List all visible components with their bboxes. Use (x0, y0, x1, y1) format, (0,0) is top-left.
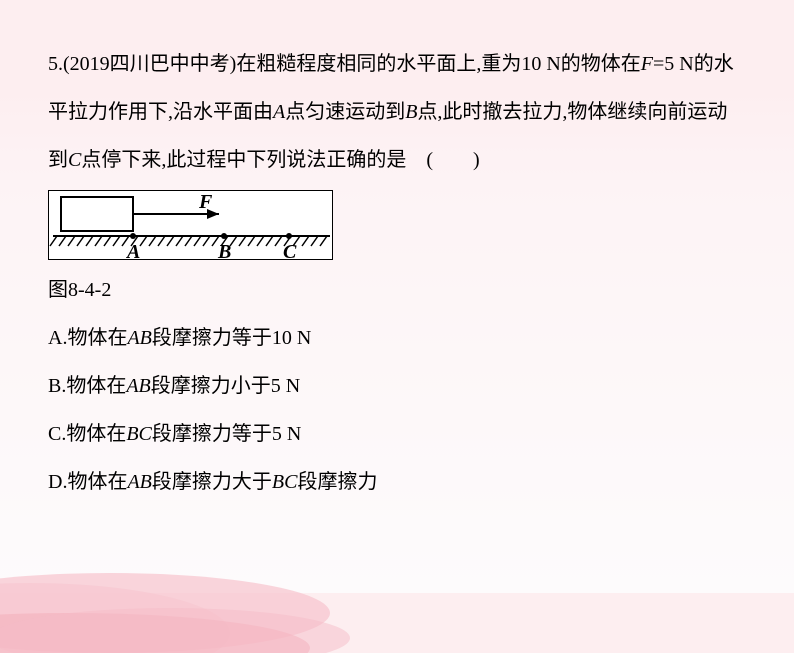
point-b-label: B (217, 241, 231, 261)
opt-d-seg1: AB (127, 471, 151, 493)
figure-label: 图8-4-2 (48, 266, 746, 314)
q-text3: 点匀速运动到 (285, 101, 405, 123)
q-text5: 点停下来,此过程中下列说法正确的是 ( ) (81, 149, 479, 171)
option-c: C.物体在BC段摩擦力等于5 N (48, 410, 746, 458)
figure-svg: F A B C (49, 191, 334, 261)
opt-a-seg1: AB (127, 327, 151, 349)
opt-d-t1: 物体在 (67, 471, 127, 493)
opt-a-t1: 物体在 (67, 327, 127, 349)
options-block: A.物体在AB段摩擦力等于10 N B.物体在AB段摩擦力小于5 N C.物体在… (48, 314, 746, 506)
point-a-label: A (125, 241, 140, 261)
q-text1: 在粗糙程度相同的水平面上,重为10 N的物体在 (236, 53, 640, 75)
opt-c-prefix: C. (48, 423, 66, 445)
question-text: 5.(2019四川巴中中考)在粗糙程度相同的水平面上,重为10 N的物体在F=5… (48, 40, 746, 184)
opt-b-t2: 段摩擦力小于5 N (151, 375, 300, 397)
q-var2: A (273, 101, 285, 123)
figure-diagram: F A B C (48, 190, 333, 260)
document-content: 5.(2019四川巴中中考)在粗糙程度相同的水平面上,重为10 N的物体在F=5… (0, 0, 794, 506)
force-label: F (198, 191, 213, 213)
opt-c-t1: 物体在 (66, 423, 126, 445)
opt-a-t2: 段摩擦力等于10 N (152, 327, 311, 349)
opt-d-t2: 段摩擦力大于 (152, 471, 272, 493)
point-b-dot (221, 233, 227, 239)
opt-d-t3: 段摩擦力 (297, 471, 377, 493)
opt-b-prefix: B. (48, 375, 66, 397)
opt-d-seg2: BC (272, 471, 298, 493)
opt-d-prefix: D. (48, 471, 67, 493)
block-shape (61, 197, 133, 231)
q-var1: F (641, 53, 653, 75)
q-var4: C (68, 149, 81, 171)
q-var3: B (405, 101, 417, 123)
opt-a-prefix: A. (48, 327, 67, 349)
point-a-dot (130, 233, 136, 239)
question-source: (2019四川巴中中考) (63, 53, 236, 75)
opt-b-t1: 物体在 (66, 375, 126, 397)
option-a: A.物体在AB段摩擦力等于10 N (48, 314, 746, 362)
opt-c-t2: 段摩擦力等于5 N (152, 423, 301, 445)
opt-b-seg1: AB (126, 375, 150, 397)
question-number: 5. (48, 53, 63, 75)
option-d: D.物体在AB段摩擦力大于BC段摩擦力 (48, 458, 746, 506)
point-c-dot (286, 233, 292, 239)
opt-c-seg1: BC (126, 423, 152, 445)
point-c-label: C (283, 241, 297, 261)
option-b: B.物体在AB段摩擦力小于5 N (48, 362, 746, 410)
